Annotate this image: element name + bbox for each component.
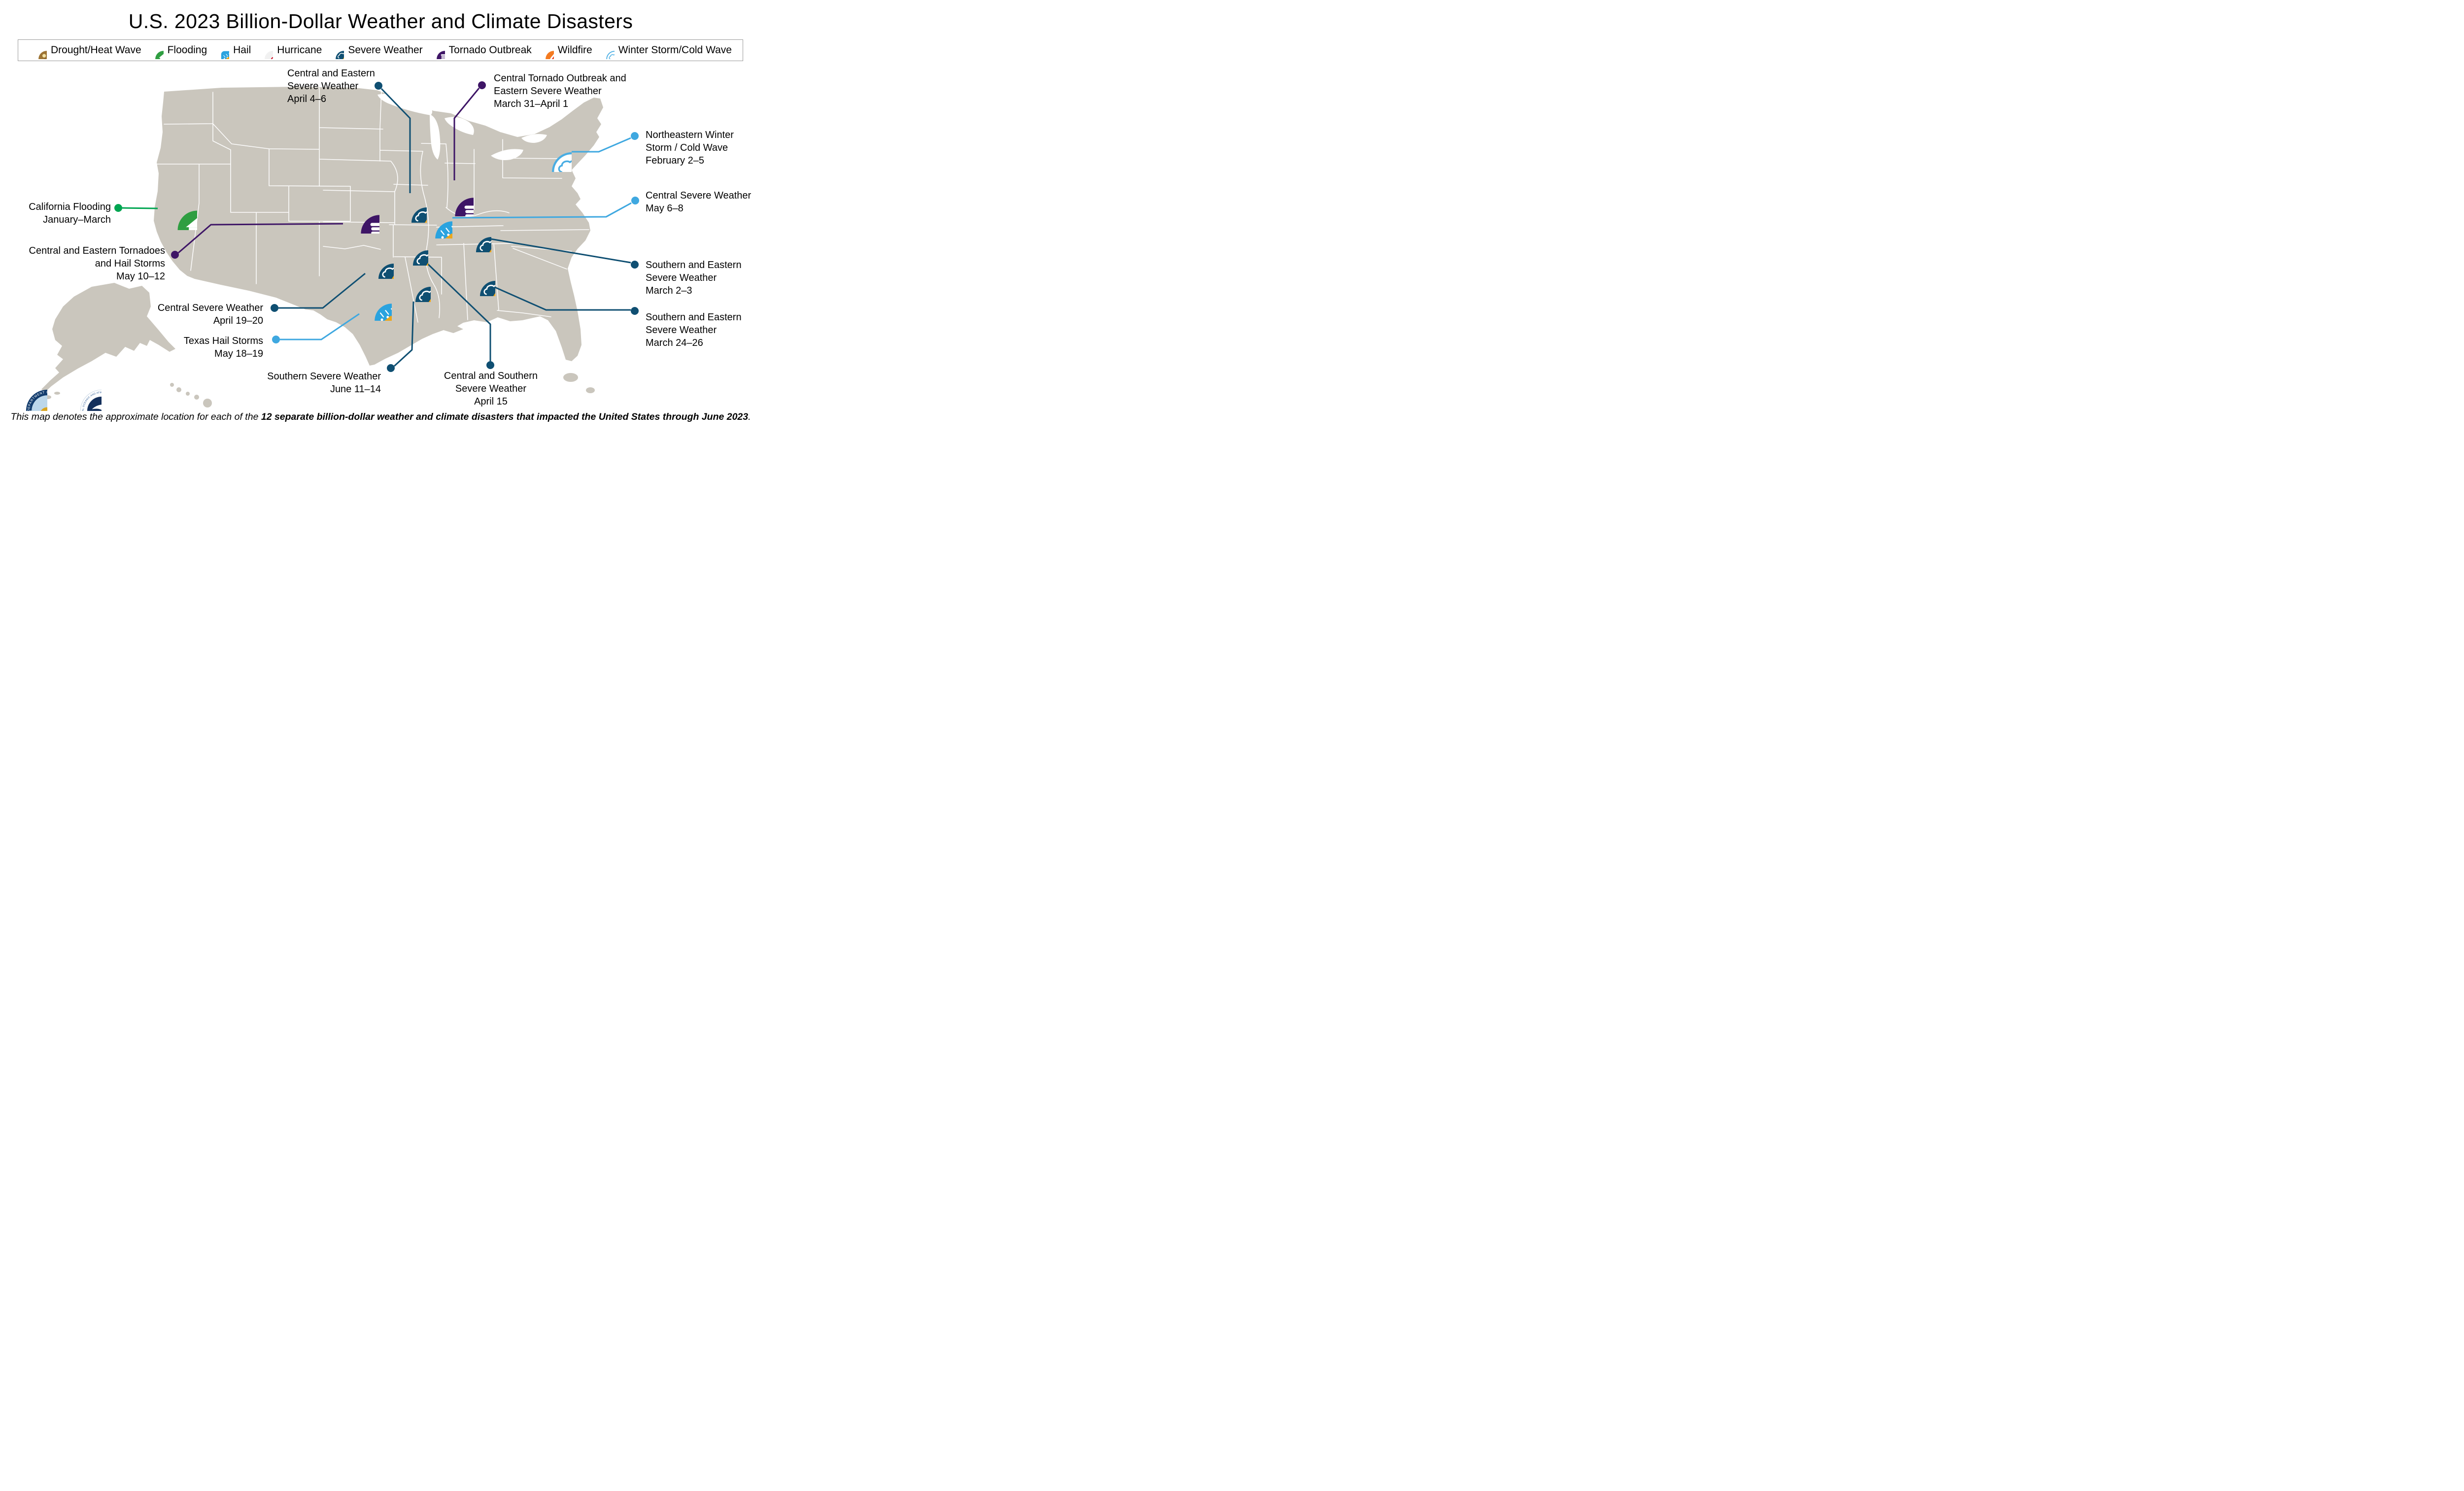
map-marker-southern-eastern-severe-march-24-26	[463, 264, 495, 296]
legend-item-flooding: Flooding	[146, 41, 207, 59]
legend-label: Hail	[233, 44, 251, 56]
flooding-icon	[156, 189, 197, 230]
legend-label: Severe Weather	[348, 44, 423, 56]
legend-item-wildfire: Wildfire	[536, 41, 592, 59]
event-label-southern-eastern-severe-2: Southern and Eastern Severe Weather Marc…	[646, 312, 742, 348]
event-label-central-tornado-outbreak: Central Tornado Outbreak and Eastern Sev…	[494, 73, 626, 109]
leader-lines	[122, 88, 632, 367]
event-label-texas-hail-storms: Texas Hail Storms May 18–19	[183, 336, 263, 359]
winter-storm-cold-wave-icon	[529, 130, 572, 172]
alaska	[41, 283, 175, 393]
legend-item-tornado-outbreak: Tornado Outbreak	[427, 41, 532, 59]
legend-item-hail: Hail	[211, 41, 251, 59]
map-marker-central-eastern-tornadoes-hail	[340, 194, 379, 234]
severe-weather-icon	[361, 246, 394, 279]
map-marker-texas-hail-storms	[355, 284, 392, 321]
event-label-california-flooding: California Flooding January–March	[29, 202, 111, 225]
map-marker-central-southern-severe-april-15	[396, 233, 428, 266]
map-marker-southern-eastern-severe-march-2-3	[459, 220, 491, 252]
map-marker-california-flooding	[156, 189, 197, 230]
legend-bar: Drought/Heat Wave Flooding Hail Hurrican…	[18, 39, 743, 61]
hail-icon	[355, 284, 392, 321]
footnote: This map denotes the approximate locatio…	[0, 411, 761, 423]
infographic-canvas: DEPARTMENT OF COMMERCE UNITED STATES OF …	[0, 0, 761, 430]
legend-item-winter-storm-cold-wave: Winter Storm/Cold Wave	[597, 41, 732, 59]
footnote-suffix: .	[748, 411, 751, 422]
us-map-svg	[41, 81, 639, 407]
severe-weather-icon	[459, 220, 491, 252]
legend-label: Winter Storm/Cold Wave	[618, 44, 732, 56]
legend-label: Tornado Outbreak	[448, 44, 532, 56]
event-label-central-severe-may: Central Severe Weather May 6–8	[646, 190, 752, 214]
state-borders	[156, 87, 589, 323]
legend-label: Flooding	[167, 44, 207, 56]
legend-label: Drought/Heat Wave	[51, 44, 141, 56]
event-label-northeastern-winter-storm: Northeastern Winter Storm / Cold Wave Fe…	[646, 130, 734, 166]
event-label-southern-eastern-severe-1: Southern and Eastern Severe Weather Marc…	[646, 260, 742, 296]
hawaii-islands	[170, 383, 212, 407]
event-label-central-eastern-tornadoes: Central and Eastern Tornadoes and Hail S…	[29, 245, 165, 282]
legend-item-drought-heat-wave: Drought/Heat Wave	[29, 41, 141, 59]
tornado-outbreak-icon	[340, 194, 379, 234]
footnote-bold: 12 separate billion-dollar weather and c…	[261, 411, 749, 422]
map-marker-central-severe-april-19-20	[361, 246, 394, 279]
severe-weather-icon	[396, 233, 428, 266]
legend-label: Wildfire	[557, 44, 592, 56]
department-of-commerce-logo	[4, 368, 47, 411]
event-label-central-severe-april: Central Severe Weather April 19–20	[157, 303, 263, 326]
map-marker-northeastern-winter-storm	[529, 130, 572, 172]
severe-weather-icon	[463, 264, 495, 296]
page-title: U.S. 2023 Billion-Dollar Weather and Cli…	[128, 10, 633, 33]
footnote-prefix: This map denotes the approximate locatio…	[10, 411, 261, 422]
territory-islands	[43, 373, 595, 399]
legend-label: Hurricane	[277, 44, 322, 56]
map-marker-southern-severe-june-11-14	[398, 270, 431, 302]
severe-weather-icon	[398, 270, 431, 302]
event-label-southern-severe: Southern Severe Weather June 11–14	[267, 371, 381, 395]
noaa-logo	[58, 368, 102, 411]
department-of-commerce-seal	[4, 368, 47, 411]
legend-item-severe-weather: Severe Weather	[326, 41, 423, 59]
noaa-emblem	[58, 368, 102, 411]
leader-dots	[114, 81, 639, 372]
event-label-central-southern-severe: Central and Southern Severe Weather Apri…	[444, 371, 538, 407]
event-label-central-eastern-severe: Central and Eastern Severe Weather April…	[287, 68, 375, 104]
legend-item-hurricane: Hurricane	[255, 41, 322, 59]
